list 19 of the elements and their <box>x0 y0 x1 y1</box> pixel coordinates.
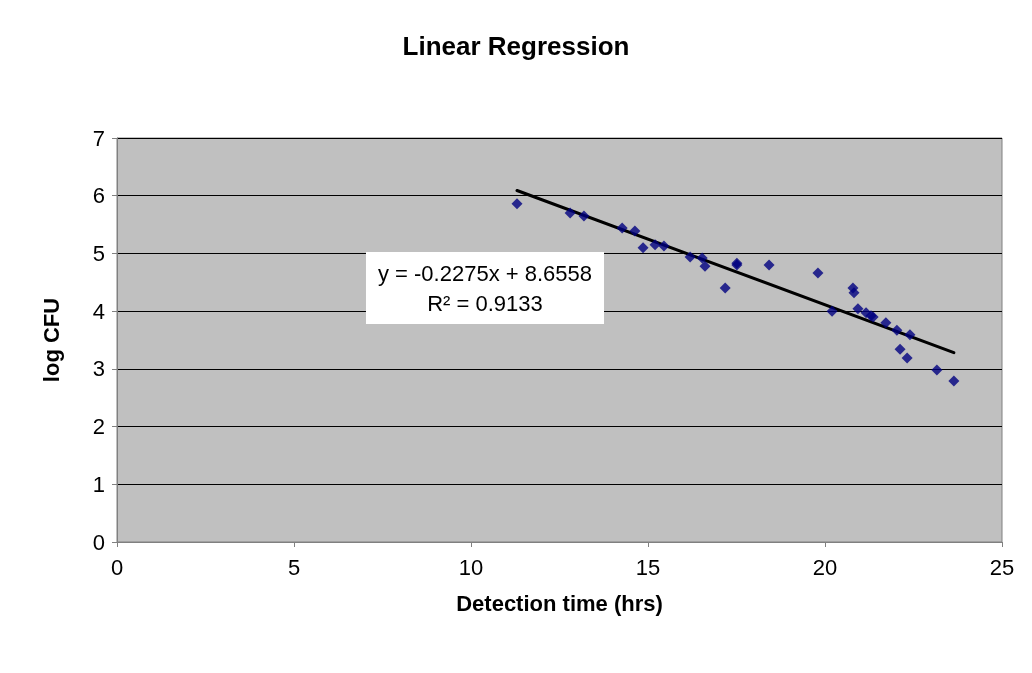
y-axis-title: log CFU <box>38 297 64 383</box>
x-axis-title: Detection time (hrs) <box>456 590 663 616</box>
y-tick-label: 4 <box>92 298 105 324</box>
x-tick-label: 0 <box>110 554 124 580</box>
x-tick-label: 15 <box>635 554 661 580</box>
annotation: y = -0.2275x + 8.6558 <box>377 260 593 286</box>
x-tick-label: 20 <box>812 554 838 580</box>
annotation: R² = 0.9133 <box>427 290 543 316</box>
y-tick-label: 1 <box>92 471 105 497</box>
x-tick-label: 5 <box>287 554 301 580</box>
y-tick-label: 6 <box>92 183 105 209</box>
y-tick-label: 0 <box>92 529 105 555</box>
y-tick-label: 2 <box>92 414 105 440</box>
y-tick-label: 5 <box>92 240 105 266</box>
y-tick-label: 7 <box>92 125 105 151</box>
x-tick-label: 10 <box>458 554 484 580</box>
chart-title: Linear Regression <box>402 31 630 61</box>
x-tick-label: 25 <box>989 554 1015 580</box>
y-tick-label: 3 <box>92 356 105 382</box>
